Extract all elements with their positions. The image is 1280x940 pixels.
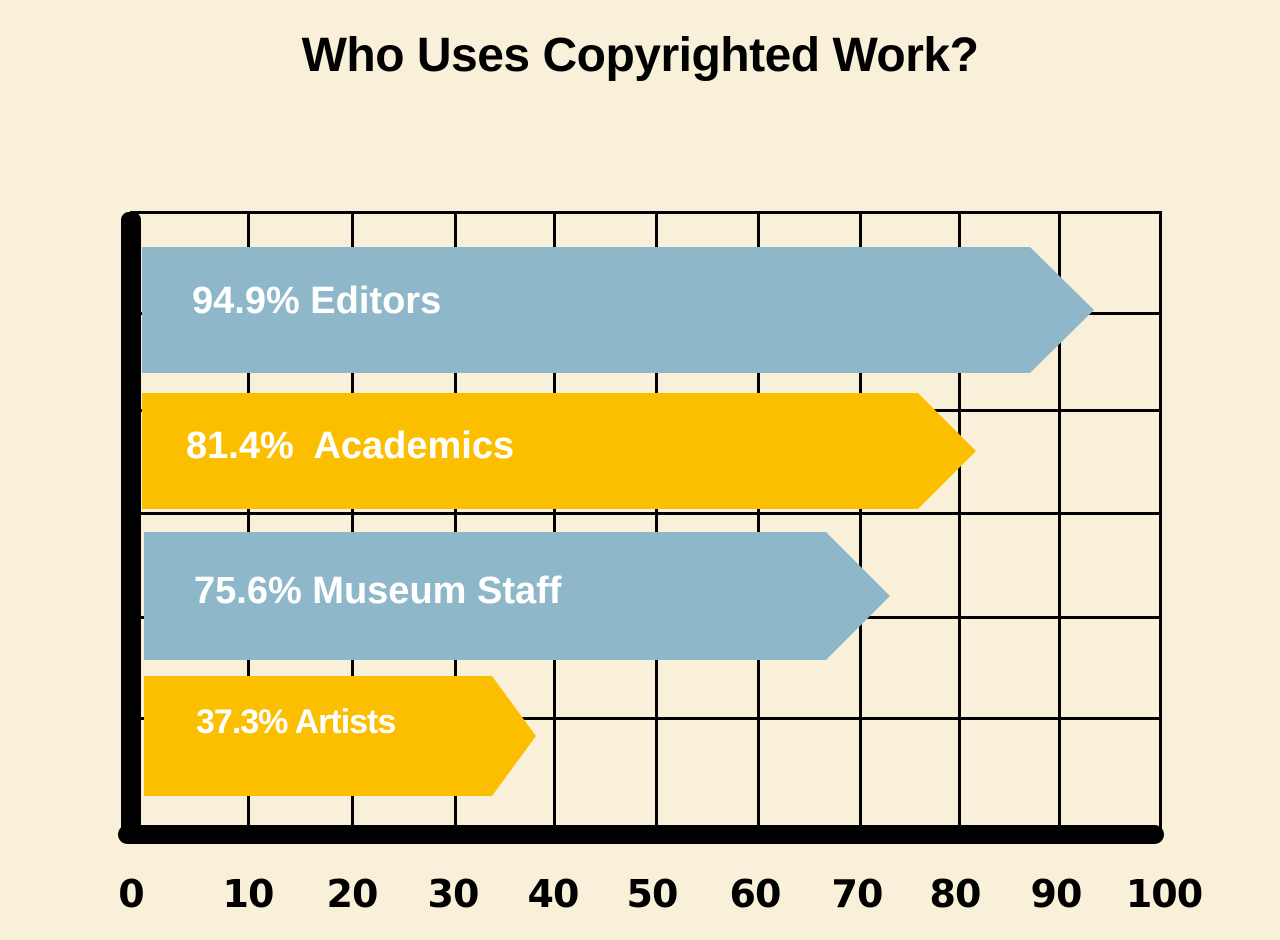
arrow-bar-shape [144, 532, 890, 660]
grid-line-h [130, 717, 1162, 720]
grid-line-v [859, 213, 862, 830]
bar-editors: 94.9% Editors [142, 247, 1094, 373]
chart-title: Who Uses Copyrighted Work? [301, 29, 979, 82]
grid-line-h [130, 512, 1162, 515]
bar-label: 81.4% Academics [186, 425, 515, 467]
x-tick: 50 [626, 872, 679, 916]
x-tick: 10 [222, 872, 275, 916]
x-tick: 70 [831, 872, 884, 916]
x-tick: 80 [929, 872, 982, 916]
y-axis [121, 212, 141, 842]
x-tick: 60 [729, 872, 782, 916]
x-tick: 30 [427, 872, 480, 916]
grid-line-v [958, 213, 961, 830]
bar-label: 94.9% Editors [192, 280, 442, 322]
x-tick: 90 [1030, 872, 1083, 916]
bar-museum-staff: 75.6% Museum Staff [144, 532, 890, 660]
x-tick: 40 [527, 872, 580, 916]
x-tick: 20 [326, 872, 379, 916]
bar-label: 75.6% Museum Staff [194, 570, 562, 612]
grid-line-v [553, 213, 556, 830]
x-tick: 0 [118, 872, 144, 916]
grid-line-v [1058, 213, 1061, 830]
grid-line-v [655, 213, 658, 830]
grid-line-h [130, 211, 1162, 214]
x-tick: 100 [1125, 872, 1203, 916]
arrow-bar-shape [144, 676, 536, 796]
bar-artists: 37.3% Artists [144, 676, 536, 796]
grid-line-v [351, 213, 354, 830]
x-axis [118, 825, 1164, 844]
grid-line-v [757, 213, 760, 830]
grid-line-v [1159, 213, 1162, 830]
arrow-bar-shape [142, 393, 976, 509]
arrow-bar-shape [142, 247, 1094, 373]
grid-line-v [247, 213, 250, 830]
bar-academics: 81.4% Academics [142, 393, 976, 509]
grid-line-v [454, 213, 457, 830]
bar-label: 37.3% Artists [196, 703, 396, 741]
